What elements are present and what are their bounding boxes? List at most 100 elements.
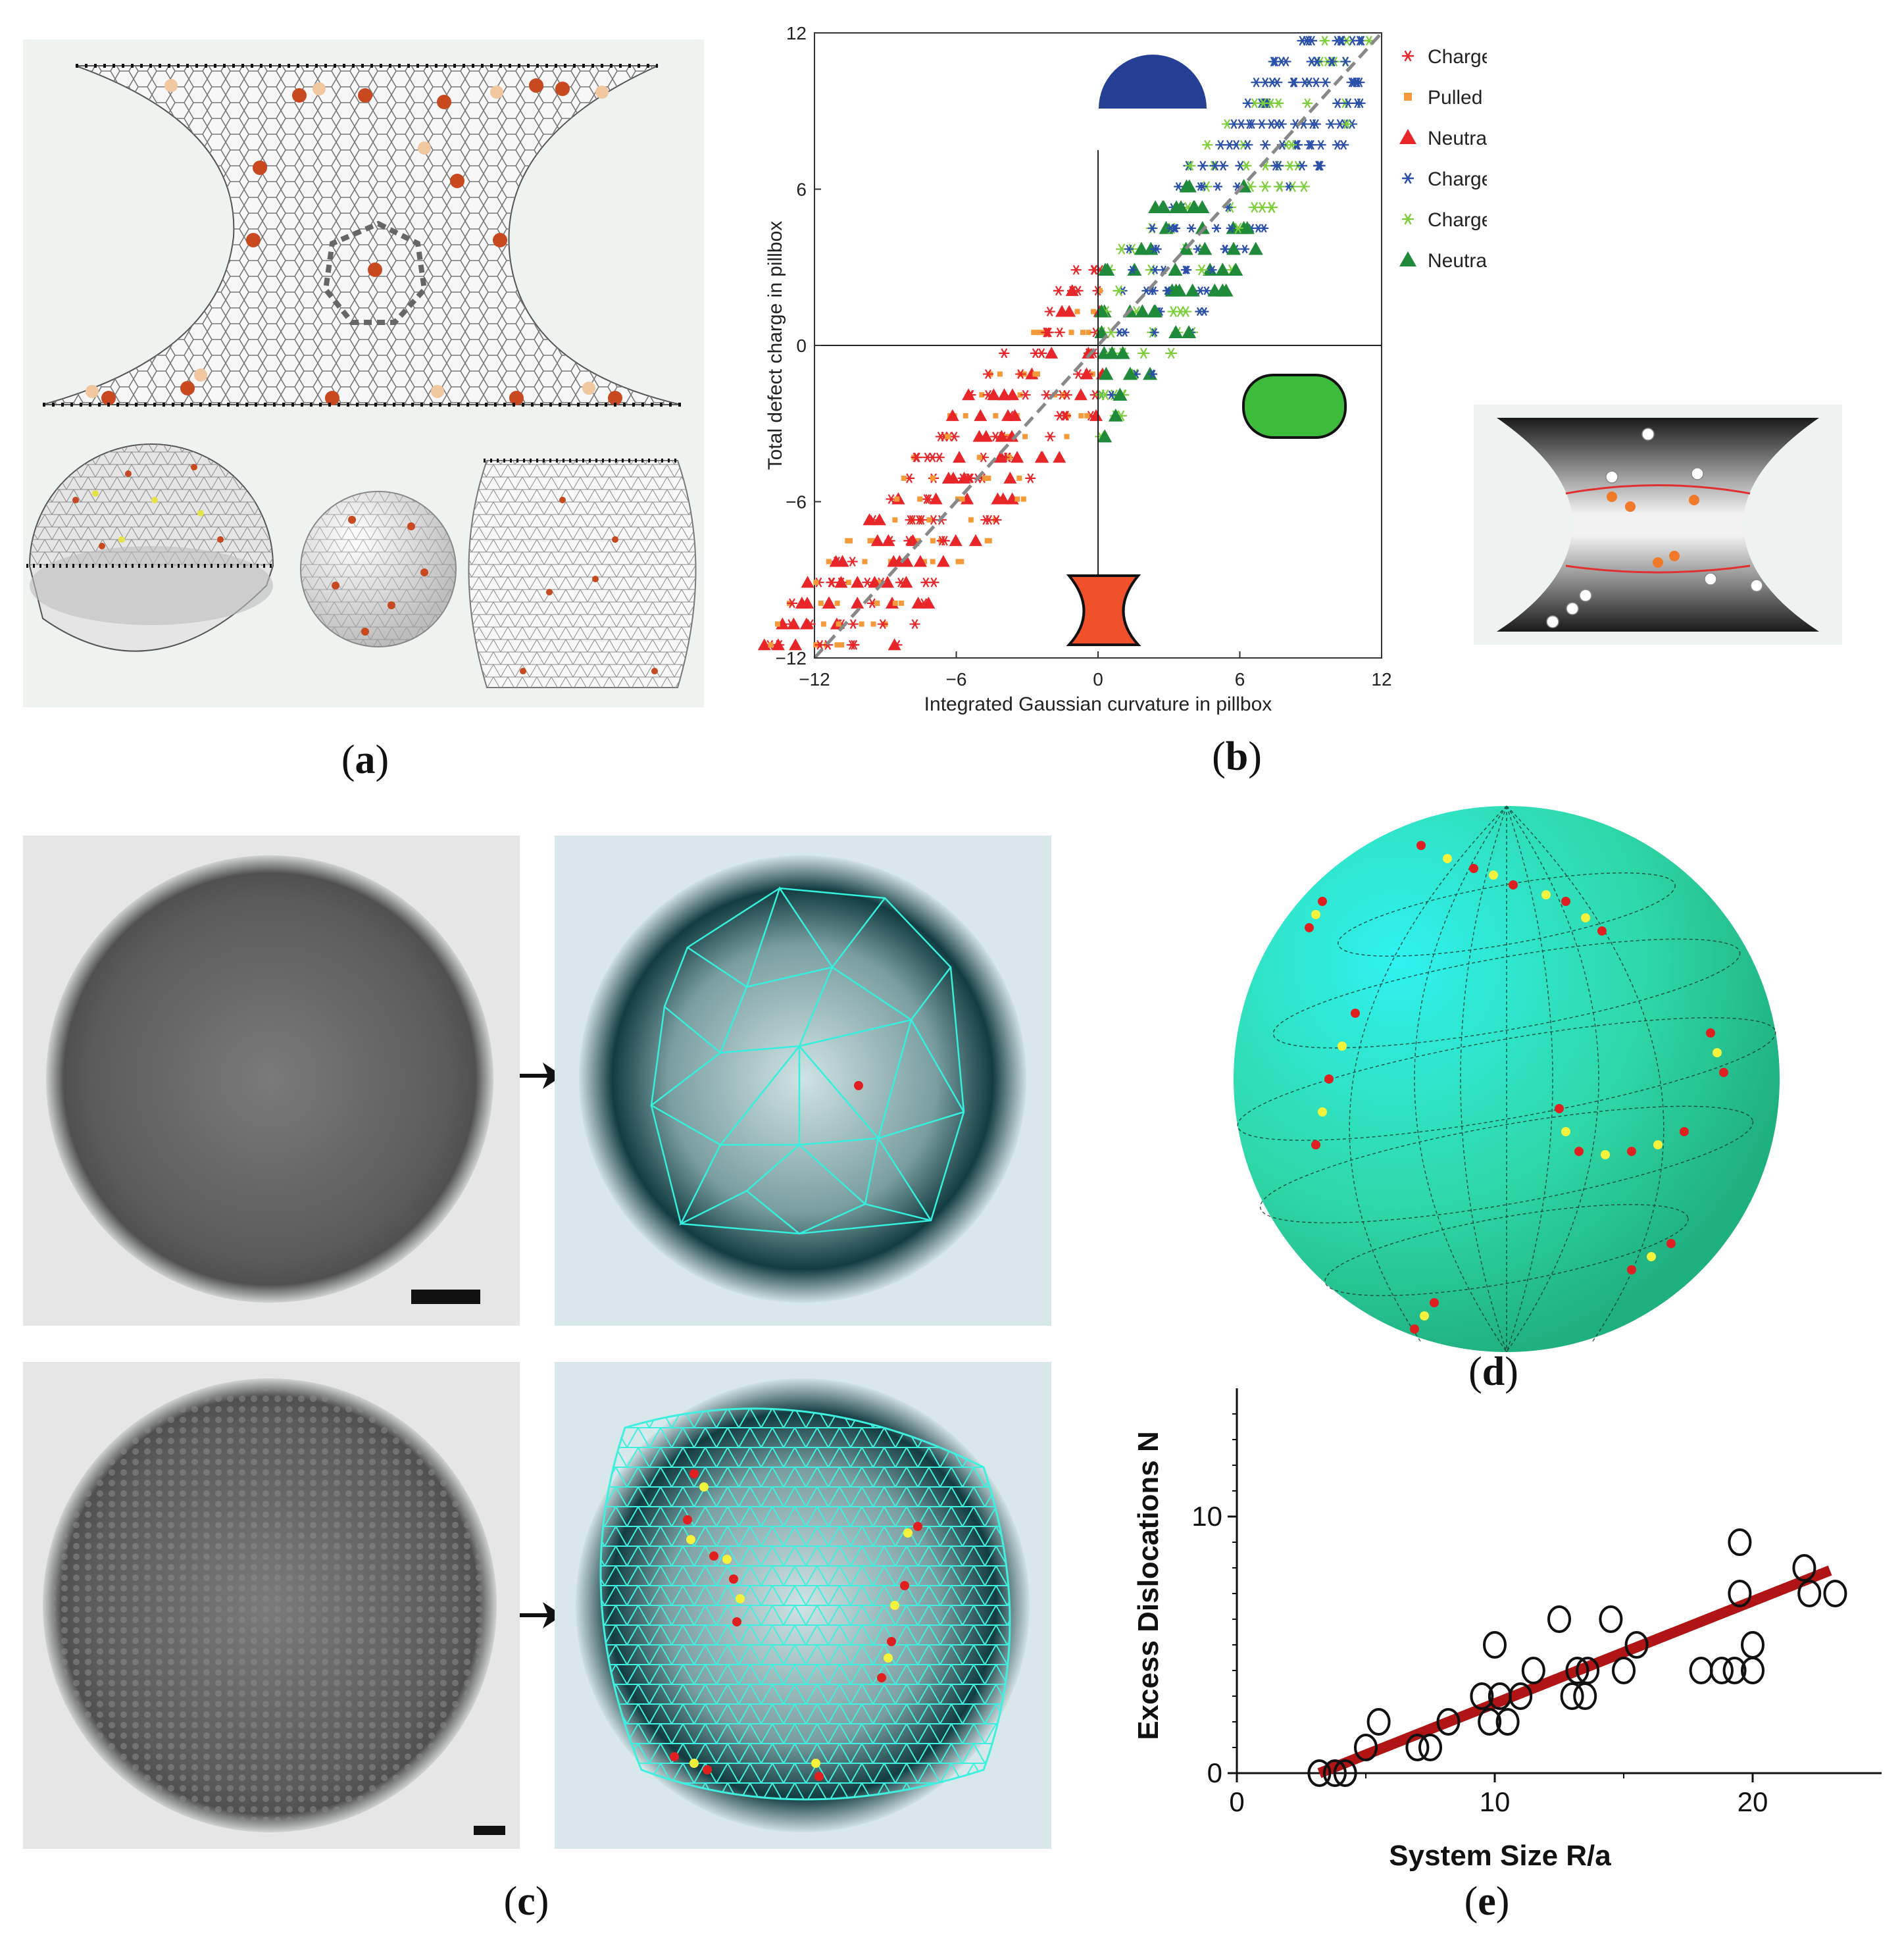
data-point: [1246, 119, 1257, 130]
panel-e-chart: 0 10 20 0 10 System Size R/a Excess Dislocat…: [1118, 1375, 1888, 1895]
catenoid-shape-icon: [1066, 574, 1141, 646]
data-point: [1215, 263, 1230, 276]
legend-item: Pulled catenoids: [1404, 87, 1572, 109]
data-point: [1195, 220, 1210, 234]
data-point: [1305, 139, 1316, 150]
y-tick-label: 10: [1191, 1501, 1222, 1532]
data-point: [1276, 57, 1287, 67]
data-point: [1273, 181, 1286, 192]
data-point: [863, 513, 876, 526]
data-point: [876, 580, 882, 586]
data-point: [997, 388, 1011, 401]
data-point: [789, 638, 803, 651]
caption-d: (d): [1468, 1349, 1518, 1394]
data-point: [1014, 496, 1020, 502]
data-point: [868, 576, 882, 588]
data-point: [913, 555, 927, 567]
legend-label: Charged barrels: [1428, 209, 1487, 231]
data-point: [1003, 471, 1017, 484]
panel-d: [1224, 796, 1789, 1362]
data-point: [939, 536, 950, 546]
data-point: [955, 559, 961, 565]
data-point: [1728, 1580, 1752, 1607]
data-point: [945, 409, 959, 421]
data-point: [814, 640, 826, 650]
y-tick-label: 0: [1207, 1757, 1222, 1788]
data-point: [1095, 389, 1107, 401]
data-point: [1065, 284, 1079, 296]
data-point: [1340, 57, 1351, 67]
data-point: [1001, 409, 1015, 421]
data-point: [1302, 98, 1313, 109]
data-point: [930, 475, 936, 481]
data-point: [1017, 392, 1023, 398]
data-point: [911, 452, 922, 463]
legend-item: Charged barrels: [1402, 209, 1569, 231]
data-point: [1068, 330, 1074, 336]
data-point: [1306, 57, 1317, 67]
data-point: [774, 621, 780, 627]
data-point: [1792, 1554, 1816, 1582]
data-point: [1418, 1734, 1442, 1761]
data-point: [1045, 346, 1059, 359]
data-point: [862, 559, 868, 565]
data-point: [906, 534, 920, 546]
x-tick-label: −12: [799, 669, 830, 690]
data-point: [1064, 434, 1070, 440]
data-point: [1168, 325, 1184, 339]
data-point: [801, 576, 814, 588]
catenoid-charge-inset: [1474, 405, 1842, 645]
data-point: [1015, 369, 1026, 380]
data-point: [1228, 119, 1239, 130]
data-point: [1212, 224, 1222, 233]
y-axis-title: Excess Dislocations N: [1132, 1431, 1164, 1740]
data-point: [1266, 77, 1278, 88]
data-point: [987, 388, 1001, 401]
caption-e: (e): [1464, 1879, 1510, 1924]
data-point: [1284, 161, 1295, 171]
data-point: [1149, 244, 1159, 254]
arrow-icon: [520, 1063, 563, 1089]
data-point: [1565, 1657, 1589, 1684]
data-point: [1560, 1682, 1584, 1710]
data-point: [976, 455, 982, 461]
data-point: [1108, 408, 1123, 422]
data-point: [1053, 286, 1064, 296]
legend-item: Neutral catenoids: [1399, 128, 1581, 149]
data-point: [1689, 1657, 1713, 1684]
data-point: [1197, 161, 1209, 171]
data-point: [805, 619, 816, 630]
data-point: [1148, 369, 1158, 379]
y-axis-title: Total defect charge in pillbox: [764, 221, 786, 470]
data-point: [1202, 139, 1213, 150]
data-point: [1251, 77, 1262, 88]
y-tick-label: −12: [776, 648, 807, 668]
data-point: [1031, 330, 1037, 336]
data-point: [983, 389, 994, 400]
data-point: [964, 389, 976, 400]
data-point: [845, 580, 851, 586]
data-point: [1134, 241, 1149, 255]
data-point: [1016, 475, 1022, 481]
data-point: [927, 452, 938, 463]
data-point: [1288, 77, 1299, 88]
data-point: [1306, 36, 1317, 46]
defect-markers-a: [101, 78, 622, 405]
defect-charge-scatter: −12−12 −6 −6 0 0 6 6 12 12 Integrated Gaussian c…: [757, 23, 1593, 715]
data-point: [1113, 388, 1128, 401]
data-point: [1180, 265, 1190, 274]
data-point: [862, 577, 873, 588]
data-point: [1099, 366, 1114, 380]
data-point: [882, 534, 895, 546]
data-point: [1070, 264, 1082, 275]
data-point: [915, 538, 921, 543]
data-point: [922, 559, 928, 565]
data-point: [1313, 161, 1324, 171]
data-point: [1061, 389, 1072, 400]
data-point: [959, 496, 965, 502]
data-point: [1319, 36, 1330, 46]
data-point: [1020, 389, 1031, 400]
data-point: [1097, 288, 1103, 293]
data-point: [1728, 1528, 1752, 1556]
data-point: [929, 492, 943, 505]
